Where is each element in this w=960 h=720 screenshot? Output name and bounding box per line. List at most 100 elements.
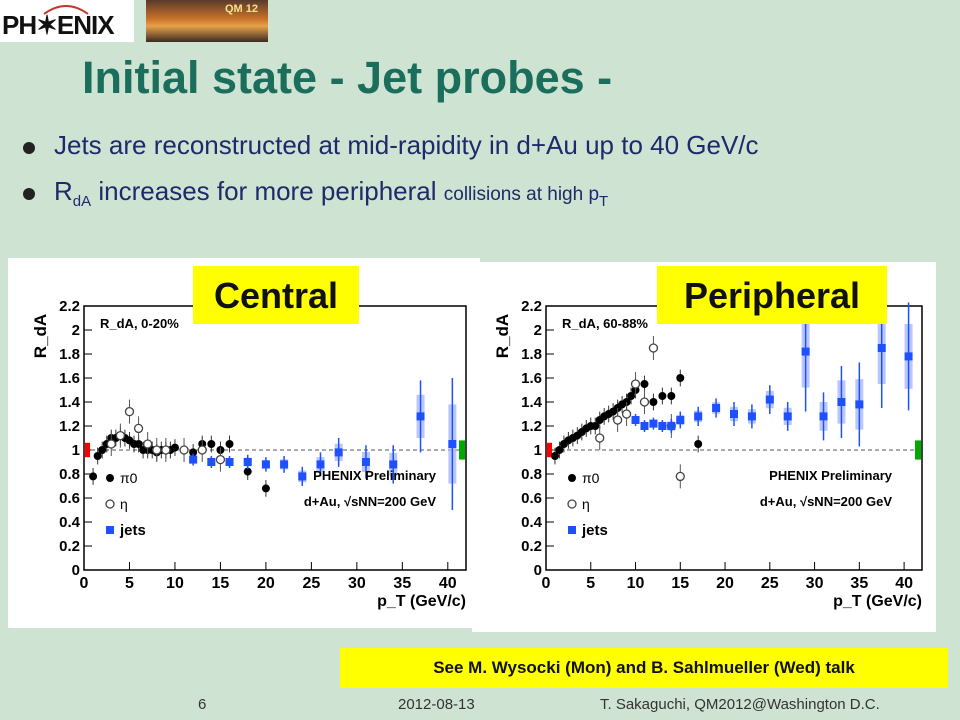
- x-tick-label: 10: [166, 575, 184, 592]
- legend-jets-label: jets: [581, 522, 608, 539]
- legend-eta-label: η: [582, 496, 590, 512]
- y-tick-label: 0.8: [521, 466, 542, 483]
- x-tick-label: 40: [895, 575, 913, 592]
- annotation-system: d+Au, √sNN=200 GeV: [760, 494, 892, 509]
- y-tick-label: 1: [72, 442, 80, 459]
- eta-point: [215, 454, 226, 465]
- eta-point: [675, 471, 685, 482]
- pi0-point: [170, 443, 179, 452]
- eta-point: [124, 406, 135, 417]
- y-tick-label: 2.2: [521, 298, 542, 315]
- eta-point: [133, 423, 144, 434]
- jet-point: [658, 422, 667, 430]
- y-tick-label: 0.4: [59, 514, 81, 531]
- pt-subscript: T: [599, 193, 609, 211]
- footer-author: T. Sakaguchi, QM2012@Washington D.C.: [600, 696, 880, 713]
- y-tick-label: 1.6: [59, 370, 80, 387]
- legend-eta-marker: [567, 499, 577, 509]
- pi0-point: [89, 472, 98, 481]
- pi0-point: [694, 440, 703, 448]
- jet-point: [801, 347, 810, 356]
- y-tick-label: 1.2: [521, 418, 542, 435]
- eta-point: [612, 415, 623, 425]
- pi0-point: [649, 398, 658, 406]
- central-rda-chart: 0 0.2 0.4 0.6 0.8 1 1.2 1.4 1.6 1.8 2 2.2 0 5 10 15 20 25…: [31, 298, 467, 610]
- legend-pi0-label: π0: [582, 470, 600, 486]
- annotation-preliminary: PHENIX Preliminary: [769, 468, 893, 483]
- y-tick-label: 2.2: [59, 298, 80, 315]
- pi0-point: [189, 448, 198, 457]
- y-tick-label: 0.2: [521, 538, 542, 555]
- y-axis-label: R_dA: [493, 314, 512, 358]
- pi0-point: [550, 452, 559, 460]
- bullet-text: RdA increases for more peripheral collis…: [54, 176, 608, 210]
- y-tick-label: 1.4: [59, 394, 81, 411]
- jet-point: [649, 419, 658, 428]
- y-tick-label: 2: [72, 322, 80, 339]
- peripheral-tag: Peripheral: [657, 266, 887, 324]
- x-tick-label: 30: [348, 575, 366, 592]
- x-tick-label: 35: [850, 575, 868, 592]
- pi0-point: [93, 452, 102, 460]
- bullet-list: Jets are reconstructed at mid-rapidity i…: [18, 130, 948, 222]
- jet-point: [280, 460, 289, 469]
- rda-symbol: R: [54, 176, 73, 206]
- eta-point: [143, 439, 153, 449]
- jet-point: [712, 404, 721, 412]
- jet-point: [189, 455, 198, 464]
- pi0-point: [627, 392, 636, 400]
- y-tick-label: 0.2: [59, 538, 80, 555]
- bullet-dot-icon: [23, 142, 35, 154]
- peripheral-rda-chart: 0 0.2 0.4 0.6 0.8 1 1.2 1.4 1.6 1.8 2 2.2 0 5 10 15 20 25…: [493, 288, 923, 610]
- pi0-point: [207, 440, 216, 448]
- y-tick-label: 1.2: [59, 418, 80, 435]
- x-tick-label: 40: [439, 575, 457, 592]
- x-tick-label: 0: [542, 575, 551, 592]
- jet-point: [261, 460, 270, 469]
- pi0-point: [591, 422, 600, 430]
- pi0-point: [658, 392, 667, 400]
- eta-point: [648, 343, 659, 353]
- x-axis-label: p_T (GeV/c): [377, 593, 466, 610]
- pi0-point: [243, 467, 252, 476]
- jet-point: [298, 472, 307, 481]
- jet-point: [855, 400, 864, 409]
- x-tick-label: 30: [806, 575, 824, 592]
- jet-point: [730, 410, 738, 418]
- eta-point: [621, 409, 632, 419]
- slide-title: Initial state - Jet probes -: [82, 52, 613, 103]
- y-tick-label: 0: [534, 562, 542, 579]
- footer-date: 2012-08-13: [398, 696, 475, 713]
- phoenix-arc-icon: [43, 5, 89, 15]
- jet-point: [361, 458, 370, 466]
- x-tick-label: 35: [393, 575, 411, 592]
- y-tick-label: 0.4: [521, 514, 543, 531]
- jet-point: [667, 422, 676, 430]
- y-tick-label: 1.4: [521, 394, 543, 411]
- norm-uncertainty-low: [547, 442, 552, 458]
- eta-point: [595, 433, 605, 443]
- x-tick-label: 10: [627, 575, 645, 592]
- panel-label: R_dA, 60-88%: [562, 316, 648, 331]
- norm-uncertainty-high: [915, 440, 921, 460]
- x-tick-label: 25: [302, 575, 320, 592]
- pi0-point: [98, 446, 107, 454]
- jet-point: [819, 412, 828, 421]
- jet-point: [416, 412, 425, 421]
- y-tick-label: 0: [72, 562, 80, 579]
- jet-point: [316, 460, 325, 469]
- eta-point: [639, 397, 650, 407]
- pi0-point: [261, 484, 270, 493]
- eta-point: [197, 445, 207, 455]
- x-tick-label: 15: [212, 575, 230, 592]
- y-tick-label: 1.8: [59, 346, 80, 363]
- eta-point: [115, 430, 126, 441]
- x-tick-label: 20: [257, 575, 275, 592]
- bullet-item-1: Jets are reconstructed at mid-rapidity i…: [18, 130, 948, 176]
- y-tick-label: 0.6: [59, 490, 80, 507]
- bullet-small-text: collisions at high p: [443, 184, 600, 205]
- jet-point: [207, 458, 216, 466]
- eta-point: [161, 445, 171, 455]
- norm-uncertainty-low: [85, 442, 90, 458]
- y-tick-label: 1.6: [521, 370, 542, 387]
